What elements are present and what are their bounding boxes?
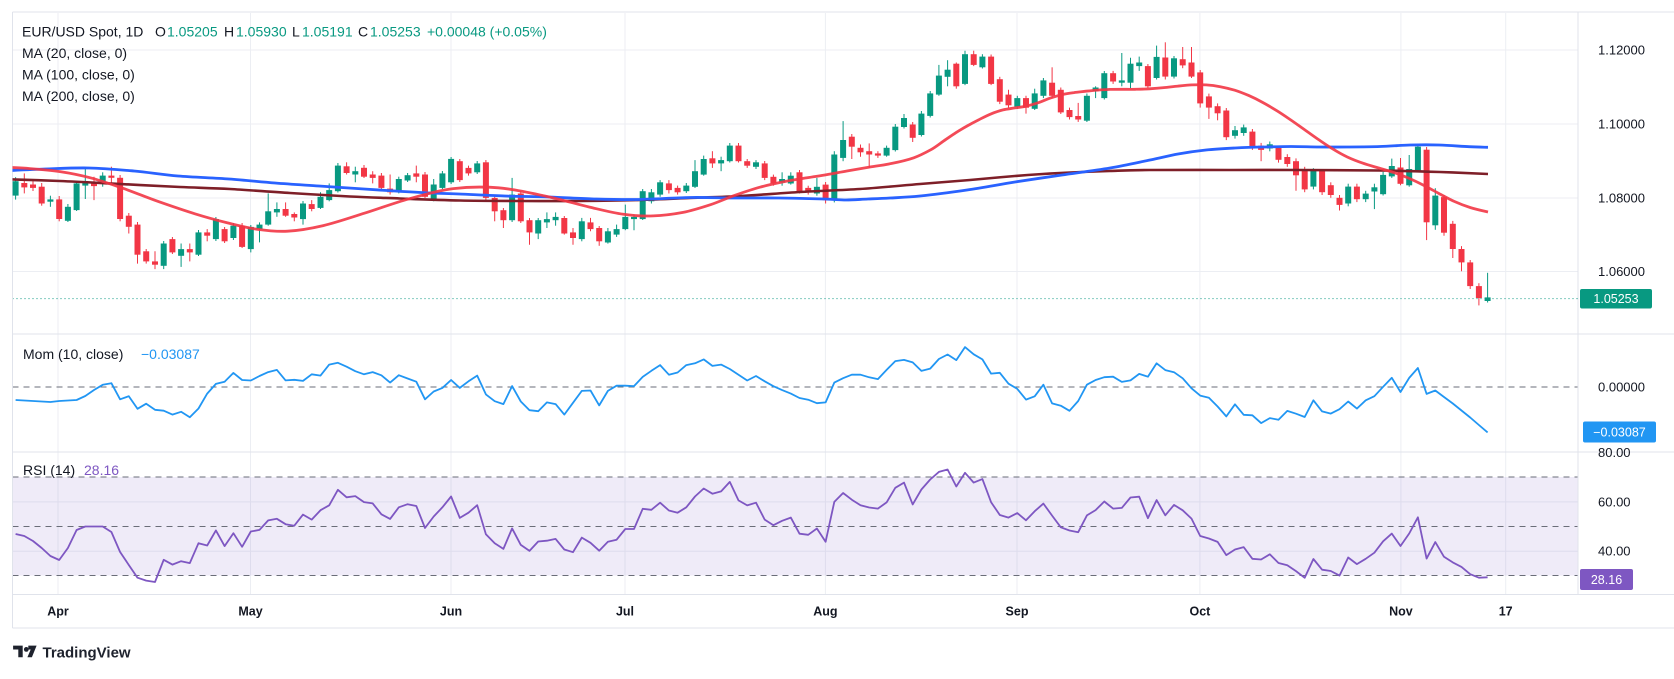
svg-text:1.08000: 1.08000 [1598, 191, 1645, 206]
svg-text:Sep: Sep [1006, 605, 1029, 619]
svg-text:Jul: Jul [616, 605, 634, 619]
svg-text:1.05205: 1.05205 [167, 24, 218, 40]
svg-text:1.05930: 1.05930 [236, 24, 287, 40]
svg-text:MA (200, close, 0): MA (200, close, 0) [22, 88, 135, 104]
svg-text:−0.03087: −0.03087 [141, 346, 200, 362]
svg-text:60.00: 60.00 [1598, 494, 1631, 509]
svg-text:Apr: Apr [47, 605, 69, 619]
svg-text:Jun: Jun [440, 605, 462, 619]
svg-text:1.05253: 1.05253 [370, 24, 421, 40]
svg-text:80.00: 80.00 [1598, 445, 1631, 460]
svg-text:0.00000: 0.00000 [1598, 380, 1645, 395]
svg-text:1.10000: 1.10000 [1598, 117, 1645, 132]
svg-text:28.16: 28.16 [1591, 573, 1622, 587]
svg-text:RSI (14): RSI (14) [23, 462, 75, 478]
svg-text:May: May [238, 605, 262, 619]
svg-text:17: 17 [1499, 605, 1513, 619]
svg-text:Mom (10, close): Mom (10, close) [23, 346, 123, 362]
svg-text:+0.00048 (+0.05%): +0.00048 (+0.05%) [427, 24, 547, 40]
svg-text:40.00: 40.00 [1598, 544, 1631, 559]
svg-text:Aug: Aug [813, 605, 837, 619]
svg-text:1.05191: 1.05191 [302, 24, 353, 40]
svg-text:O: O [155, 24, 166, 40]
svg-text:1.05253: 1.05253 [1593, 292, 1638, 306]
svg-text:Nov: Nov [1389, 605, 1413, 619]
svg-text:Oct: Oct [1189, 605, 1211, 619]
svg-text:MA (20, close, 0): MA (20, close, 0) [22, 45, 127, 61]
svg-text:1.06000: 1.06000 [1598, 264, 1645, 279]
svg-text:−0.03087: −0.03087 [1593, 426, 1646, 440]
svg-text:28.16: 28.16 [84, 462, 119, 478]
svg-text:1.12000: 1.12000 [1598, 43, 1645, 58]
svg-text:H: H [224, 24, 234, 40]
svg-text:C: C [358, 24, 368, 40]
svg-text:MA (100, close, 0): MA (100, close, 0) [22, 67, 135, 83]
svg-text:TradingView: TradingView [43, 644, 131, 661]
svg-text:EUR/USD Spot, 1D: EUR/USD Spot, 1D [22, 24, 143, 40]
svg-text:L: L [292, 24, 300, 40]
